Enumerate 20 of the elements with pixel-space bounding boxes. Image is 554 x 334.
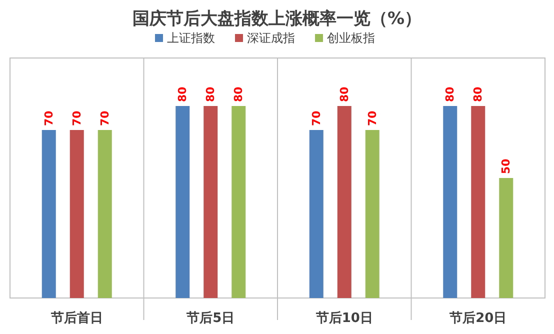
data-label: 70 bbox=[310, 110, 323, 126]
x-tick-label: 节后10日 bbox=[314, 310, 373, 326]
data-label: 80 bbox=[338, 86, 351, 102]
data-label: 70 bbox=[42, 110, 56, 126]
x-tick-label: 节后20日 bbox=[448, 310, 507, 326]
data-label: 70 bbox=[98, 110, 112, 126]
data-label: 70 bbox=[70, 110, 84, 126]
legend-label: 上证指数 bbox=[167, 31, 215, 45]
data-label: 80 bbox=[176, 86, 190, 102]
legend-label: 创业板指 bbox=[327, 31, 375, 45]
data-label: 50 bbox=[500, 158, 513, 174]
data-label: 80 bbox=[472, 86, 485, 102]
data-label: 70 bbox=[366, 110, 379, 126]
data-label: 80 bbox=[204, 86, 218, 102]
chart-title: 国庆节后大盘指数上涨概率一览（%） bbox=[132, 9, 422, 29]
data-label: 80 bbox=[444, 86, 457, 102]
x-tick-label: 节后首日 bbox=[50, 310, 103, 326]
legend-label: 深证成指 bbox=[247, 31, 295, 45]
x-tick-label: 节后5日 bbox=[186, 310, 235, 326]
data-label: 80 bbox=[232, 86, 246, 102]
